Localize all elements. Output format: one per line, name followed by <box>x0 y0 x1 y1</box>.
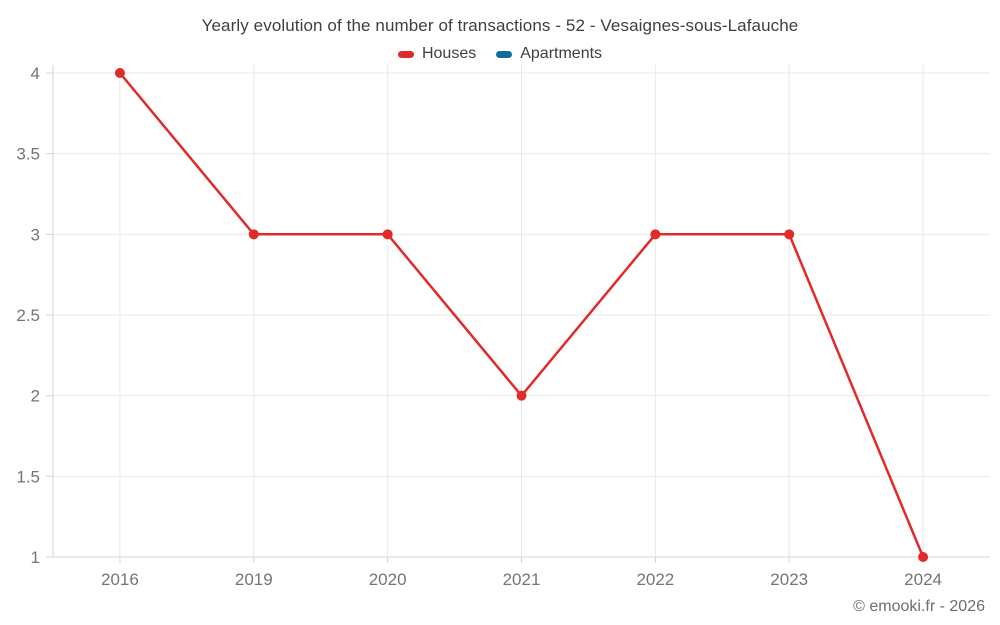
legend-item-houses[interactable]: Houses <box>397 45 477 63</box>
x-axis-label: 2021 <box>503 570 541 589</box>
y-axis-label: 2.5 <box>16 306 40 325</box>
data-point-houses-2024 <box>918 552 929 562</box>
y-axis-label: 3.5 <box>16 145 40 164</box>
data-point-houses-2016 <box>114 68 125 78</box>
x-axis-label: 2019 <box>235 570 273 589</box>
chart-title: Yearly evolution of the number of transa… <box>201 16 799 35</box>
y-axis-label: 1 <box>31 548 40 567</box>
y-axis-label: 4 <box>31 64 40 83</box>
legend-label: Houses <box>421 45 477 62</box>
x-axis-label: 2022 <box>636 570 674 589</box>
data-point-houses-2023 <box>784 229 795 240</box>
legend-item-apartments[interactable]: Apartments <box>496 45 602 63</box>
x-axis-label: 2020 <box>369 570 407 589</box>
legend: Houses Apartments <box>0 45 1000 63</box>
legend-label: Apartments <box>520 45 603 62</box>
legend-swatch-apartments <box>496 50 513 58</box>
y-axis-label: 2 <box>31 387 40 406</box>
y-axis-label: 1.5 <box>16 467 40 486</box>
data-point-houses-2019 <box>248 229 259 240</box>
data-point-houses-2022 <box>650 229 661 240</box>
y-axis-label: 3 <box>31 225 40 244</box>
x-axis-label: 2016 <box>101 570 139 589</box>
legend-swatch-houses <box>397 50 414 58</box>
data-point-houses-2020 <box>382 229 393 240</box>
x-axis-label: 2024 <box>904 570 942 589</box>
x-axis-label: 2023 <box>770 570 808 589</box>
copyright-text: © emooki.fr - 2026 <box>853 598 985 615</box>
data-point-houses-2021 <box>516 390 527 401</box>
